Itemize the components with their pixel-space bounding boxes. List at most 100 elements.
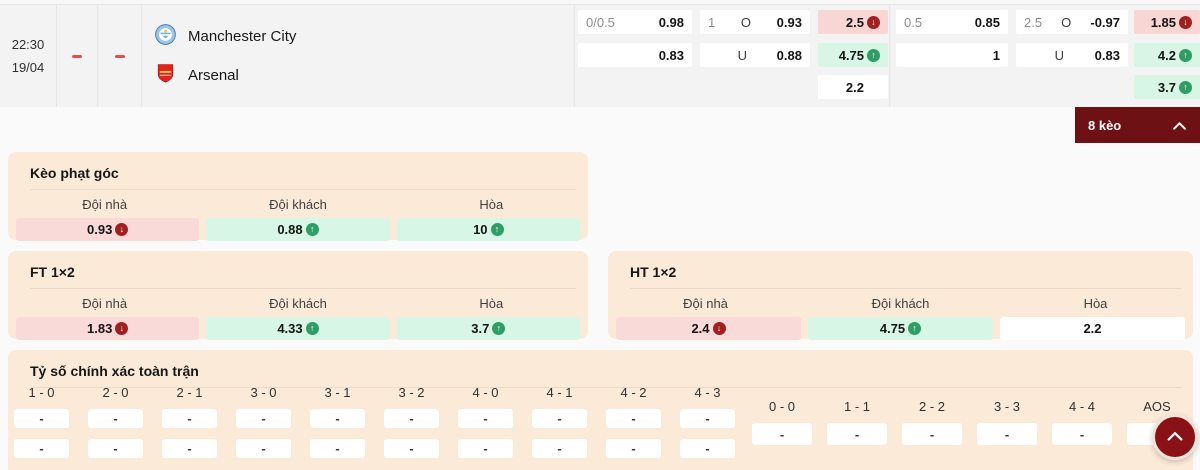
score-home-cell bbox=[57, 5, 98, 107]
score-odds-cell[interactable]: - bbox=[680, 409, 735, 428]
x1-away-odds[interactable]: 4.75 ↑ bbox=[818, 43, 888, 67]
over-label: O bbox=[740, 14, 752, 30]
trend-up-icon: ↑ bbox=[867, 48, 880, 62]
x1-home-odds[interactable]: 2.5 ↓ bbox=[818, 10, 888, 34]
ou2-under-odds[interactable]: U 0.83 bbox=[1016, 43, 1128, 67]
ou1-line: 1 bbox=[708, 14, 716, 30]
score-odds-cell[interactable]: - bbox=[14, 409, 69, 428]
ah2-away-value: 1 bbox=[992, 47, 1000, 63]
ah2-home-odds[interactable]: 0.5 0.85 bbox=[896, 10, 1008, 34]
score-label: 0 - 0 bbox=[768, 399, 795, 414]
home-team-name: Manchester City bbox=[188, 28, 297, 45]
score-odds-cell[interactable]: - bbox=[1052, 423, 1112, 445]
column-headers: Đội nhà Đội khách Hòa bbox=[8, 296, 588, 311]
ou1-under-odds[interactable]: U 0.88 bbox=[700, 43, 810, 67]
home-header: Đội nhà bbox=[683, 296, 728, 311]
away-team-row[interactable]: Arsenal bbox=[155, 63, 574, 86]
score-col: 3 - 1 - - bbox=[310, 386, 365, 469]
score-col: 4 - 4 - bbox=[1052, 400, 1112, 456]
score-col: 4 - 3 - - bbox=[680, 386, 735, 469]
column-headers: Đội nhà Đội khách Hòa bbox=[608, 296, 1193, 311]
draw-header: Hòa bbox=[479, 296, 504, 311]
score-odds-cell[interactable]: - bbox=[162, 409, 217, 428]
ft-home-odds[interactable]: 1.83 ↓ bbox=[16, 317, 200, 340]
corner-draw-odds[interactable]: 10 ↑ bbox=[396, 218, 580, 241]
score-group-decisive: 1 - 0 - - 2 - 0 - - 2 - 1 - - 3 - 0 - - … bbox=[14, 386, 735, 469]
ah1-away-value: 0.83 bbox=[658, 47, 684, 63]
teams-column: Manchester City Arsenal bbox=[142, 5, 575, 107]
trend-down-icon: ↓ bbox=[115, 223, 129, 236]
score-col: 4 - 2 - - bbox=[606, 386, 661, 469]
under-label: U bbox=[1054, 47, 1065, 63]
divider bbox=[30, 387, 1181, 388]
score-odds-cell[interactable]: - bbox=[236, 409, 291, 428]
ou2-under-value: 0.83 bbox=[1094, 47, 1120, 63]
odds-group-divider bbox=[889, 5, 890, 107]
ht-1x2-card: HT 1×2 Đội nhà Đội khách Hòa 2.4 ↓ 4.75 … bbox=[608, 251, 1193, 340]
chevron-up-icon bbox=[1167, 428, 1183, 446]
ft-1x2-card: FT 1×2 Đội nhà Đội khách Hòa 1.83 ↓ 4.33… bbox=[8, 251, 588, 340]
home-team-row[interactable]: Manchester City bbox=[155, 23, 574, 47]
score-odds-cell[interactable]: - bbox=[88, 439, 143, 458]
score-odds-cell[interactable]: - bbox=[827, 423, 887, 445]
score-odds-cell[interactable]: - bbox=[752, 423, 812, 445]
ft-away-odds[interactable]: 4.33 ↑ bbox=[206, 317, 390, 340]
score-odds-cell[interactable]: - bbox=[458, 439, 513, 458]
score-col: 1 - 0 - - bbox=[14, 386, 69, 469]
score-col: 2 - 0 - - bbox=[88, 386, 143, 469]
x2-draw-odds[interactable]: 3.7 ↑ bbox=[1134, 75, 1200, 99]
score-odds-cell[interactable]: - bbox=[88, 409, 143, 428]
corner-home-odds[interactable]: 0.93 ↓ bbox=[16, 218, 200, 241]
score-odds-cell[interactable]: - bbox=[236, 439, 291, 458]
score-col: 3 - 3 - bbox=[977, 400, 1037, 456]
score-odds-cell[interactable]: - bbox=[310, 439, 365, 458]
score-odds-cell[interactable]: - bbox=[310, 409, 365, 428]
ht-away-odds[interactable]: 4.75 ↑ bbox=[808, 317, 993, 340]
odds-count-banner[interactable]: 8 kèo bbox=[1075, 107, 1200, 143]
ah1-away-odds[interactable]: 0.83 bbox=[578, 43, 692, 67]
score-odds-cell[interactable]: - bbox=[680, 439, 735, 458]
ah1-home-value: 0.98 bbox=[658, 14, 684, 30]
score-label: 2 - 2 bbox=[918, 399, 945, 414]
ah2-line: 0.5 bbox=[904, 14, 923, 30]
divider bbox=[30, 288, 576, 289]
score-odds-cell[interactable]: - bbox=[532, 409, 587, 428]
x2-away-odds[interactable]: 4.2 ↑ bbox=[1134, 43, 1200, 67]
divider bbox=[630, 288, 1181, 289]
ah1-home-odds[interactable]: 0/0.5 0.98 bbox=[578, 10, 692, 34]
score-odds-cell[interactable]: - bbox=[606, 409, 661, 428]
match-time: 22:30 19/04 bbox=[0, 5, 57, 107]
x2-draw-value: 3.7 bbox=[1157, 79, 1176, 95]
score-odds-cell[interactable]: - bbox=[977, 423, 1037, 445]
ft-draw-odds[interactable]: 3.7 ↑ bbox=[396, 317, 580, 340]
ht-draw-odds[interactable]: 2.2 bbox=[1000, 317, 1185, 340]
score-label: 1 - 0 bbox=[28, 385, 55, 400]
x1-draw-odds[interactable]: 2.2 bbox=[818, 75, 888, 99]
x2-home-odds[interactable]: 1.85 ↓ bbox=[1134, 10, 1200, 34]
corner-away-odds[interactable]: 0.88 ↑ bbox=[206, 218, 390, 241]
score-col: 2 - 1 - - bbox=[162, 386, 217, 469]
score-label: 2 - 0 bbox=[102, 385, 129, 400]
score-odds-cell[interactable]: - bbox=[458, 409, 513, 428]
x2-away-value: 4.2 bbox=[1157, 47, 1176, 63]
score-odds-cell[interactable]: - bbox=[384, 439, 439, 458]
divider bbox=[30, 189, 576, 190]
ou1-over-odds[interactable]: 1 O 0.93 bbox=[700, 10, 810, 34]
score-odds-cell[interactable]: - bbox=[162, 439, 217, 458]
ou2-over-odds[interactable]: 2.5 O -0.97 bbox=[1016, 10, 1128, 34]
x2-home-value: 1.85 bbox=[1150, 14, 1176, 30]
scroll-to-top-button[interactable] bbox=[1152, 414, 1198, 460]
score-odds-cell[interactable]: - bbox=[606, 439, 661, 458]
card-title: HT 1×2 bbox=[630, 264, 677, 280]
score-odds-cell[interactable]: - bbox=[384, 409, 439, 428]
ou1-over-value: 0.93 bbox=[776, 14, 802, 30]
corner-odds-card: Kèo phạt góc Đội nhà Đội khách Hòa 0.93 … bbox=[8, 152, 588, 241]
ah2-away-odds[interactable]: 1 bbox=[896, 43, 1008, 67]
score-group-draws: 0 - 0 - 1 - 1 - 2 - 2 - 3 - 3 - 4 - 4 - … bbox=[752, 400, 1187, 456]
ht-home-odds[interactable]: 2.4 ↓ bbox=[616, 317, 801, 340]
score-odds-cell[interactable]: - bbox=[14, 439, 69, 458]
chevron-up-icon bbox=[1173, 118, 1186, 133]
score-odds-cell[interactable]: - bbox=[532, 439, 587, 458]
score-odds-cell[interactable]: - bbox=[902, 423, 962, 445]
